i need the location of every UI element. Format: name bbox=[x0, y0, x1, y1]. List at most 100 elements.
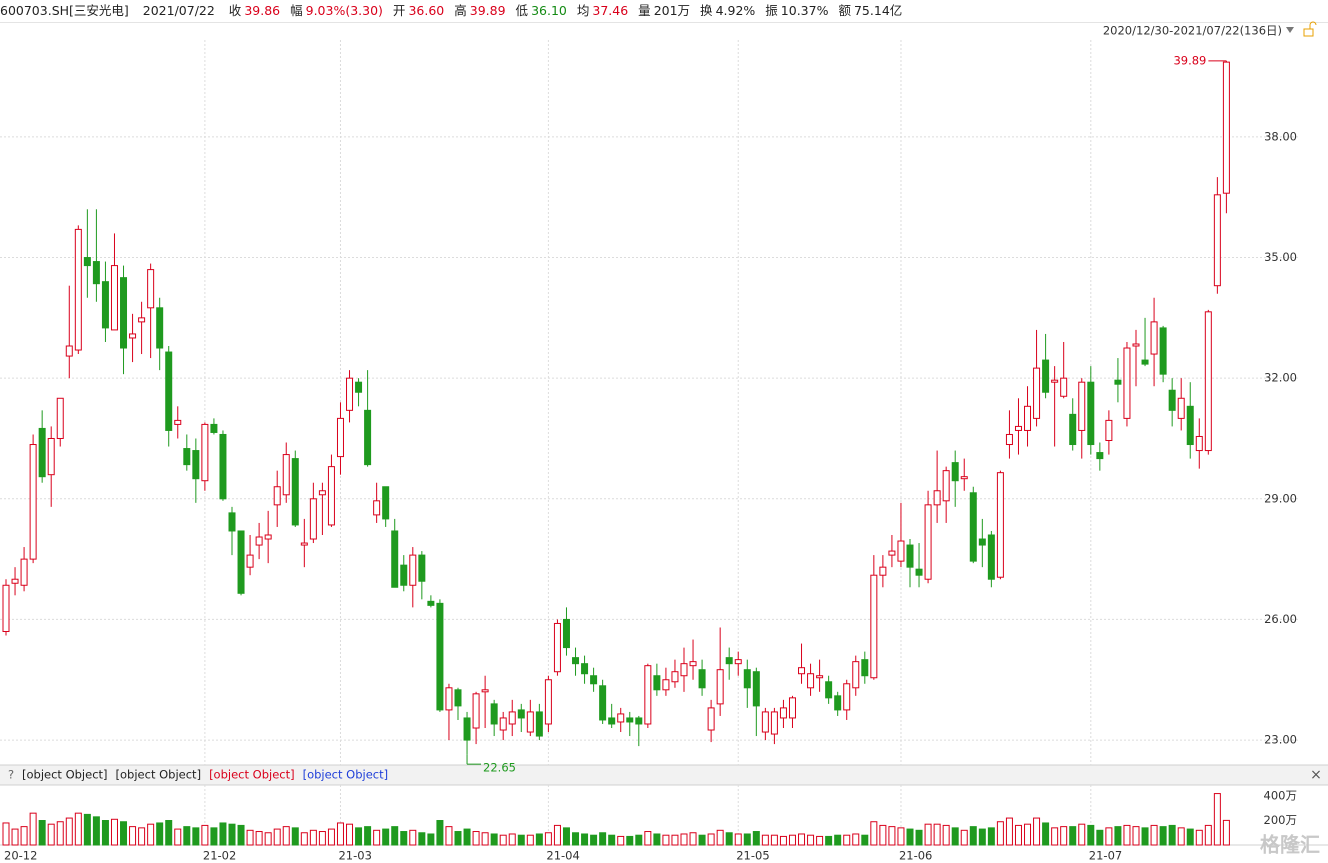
volume-bar bbox=[246, 829, 254, 846]
volume-bar bbox=[445, 826, 453, 846]
volume-bar bbox=[834, 834, 842, 846]
volume-bar bbox=[752, 831, 760, 846]
volume-bar bbox=[671, 834, 679, 846]
candle-body bbox=[644, 665, 652, 725]
candle-body bbox=[318, 490, 326, 496]
volume-header-bar bbox=[0, 765, 1328, 785]
volume-bar bbox=[409, 829, 417, 846]
candle-body bbox=[535, 711, 543, 737]
volume-bar bbox=[336, 822, 344, 846]
candle-body bbox=[445, 687, 453, 711]
volume-bar bbox=[870, 821, 878, 846]
candle-body bbox=[852, 661, 860, 689]
candle-body bbox=[427, 600, 435, 606]
candle-body bbox=[761, 711, 769, 733]
volume-bar bbox=[2, 822, 10, 846]
candle-body bbox=[1096, 452, 1104, 460]
candle-body bbox=[300, 542, 308, 546]
help-icon[interactable]: ? bbox=[8, 768, 14, 782]
volume-bar bbox=[942, 824, 950, 846]
candle-body bbox=[156, 307, 164, 349]
volume-bar bbox=[92, 816, 100, 846]
candle-body bbox=[698, 669, 706, 689]
volume-bar bbox=[38, 820, 46, 846]
volume-bar bbox=[1005, 817, 1013, 846]
candle-body bbox=[1195, 435, 1203, 452]
volume-bar bbox=[327, 828, 335, 846]
volume-bar bbox=[391, 826, 399, 846]
y-tick-label: 32.00 bbox=[1264, 371, 1297, 385]
candle-body bbox=[879, 566, 887, 576]
candle-body bbox=[807, 673, 815, 689]
candle-body bbox=[355, 381, 363, 393]
volume-bar bbox=[1132, 826, 1140, 846]
volume-bar bbox=[1105, 827, 1113, 846]
candle-body bbox=[1204, 311, 1212, 452]
volume-bar bbox=[1051, 827, 1059, 846]
volume-bar bbox=[635, 834, 643, 846]
volume-bar bbox=[1177, 827, 1185, 846]
y-tick-label: 35.00 bbox=[1264, 250, 1297, 264]
volume-bar bbox=[572, 832, 580, 846]
dropdown-icon[interactable] bbox=[1286, 27, 1294, 33]
volume-bar bbox=[1159, 826, 1167, 846]
candle-body bbox=[915, 568, 923, 576]
candle-body bbox=[743, 669, 751, 689]
volume-bar bbox=[553, 824, 561, 846]
candle-body bbox=[834, 695, 842, 711]
candle-body bbox=[20, 558, 28, 586]
volume-bar bbox=[318, 831, 326, 846]
volume-tick-label: 400万 bbox=[1264, 789, 1297, 803]
volume-bar bbox=[156, 822, 164, 846]
volume-bar bbox=[626, 835, 634, 846]
candle-body bbox=[138, 317, 146, 323]
volume-bar bbox=[1033, 817, 1041, 846]
candle-body bbox=[1014, 425, 1022, 431]
candle-body bbox=[165, 351, 173, 431]
candle-body bbox=[472, 693, 480, 729]
candle-body bbox=[11, 578, 19, 584]
quote-value: 39.86 bbox=[244, 3, 281, 18]
candle-body bbox=[1123, 347, 1131, 419]
lock-icon[interactable] bbox=[1303, 28, 1314, 37]
volume-bar bbox=[825, 835, 833, 846]
volume-bar bbox=[1186, 828, 1194, 846]
volume-bar bbox=[364, 826, 372, 846]
candle-body bbox=[282, 454, 290, 496]
candle-body bbox=[120, 277, 128, 349]
quote-label: 幅 bbox=[290, 3, 303, 18]
y-tick-label: 26.00 bbox=[1264, 612, 1297, 626]
volume-bar bbox=[725, 832, 733, 846]
quote-label: 开 bbox=[392, 3, 406, 18]
quote-value: 9.03%(3.30) bbox=[305, 3, 383, 18]
volume-bar bbox=[138, 827, 146, 846]
candle-body bbox=[996, 472, 1004, 578]
candle-body bbox=[689, 661, 697, 667]
candle-body bbox=[969, 492, 977, 562]
volume-bar bbox=[183, 826, 191, 846]
volume-bar bbox=[499, 834, 507, 846]
volume-bar bbox=[788, 834, 796, 846]
candle-body bbox=[436, 602, 444, 711]
volume-bar bbox=[65, 817, 73, 846]
range-label[interactable]: 2020/12/30-2021/07/22(136日) bbox=[1103, 24, 1282, 38]
volume-bar bbox=[816, 835, 824, 846]
candle-body bbox=[843, 683, 851, 711]
candle-body bbox=[1069, 413, 1077, 446]
candle-body bbox=[309, 498, 317, 540]
volume-bar bbox=[852, 833, 860, 846]
close-icon[interactable]: × bbox=[1310, 767, 1322, 783]
volume-bar bbox=[427, 833, 435, 846]
volume-bar bbox=[535, 833, 543, 846]
volume-bar bbox=[590, 834, 598, 846]
candle-body bbox=[517, 709, 525, 719]
volume-bar bbox=[300, 832, 308, 846]
max-label: 39.89 bbox=[1173, 53, 1206, 67]
volume-bar bbox=[237, 824, 245, 846]
candle-body bbox=[246, 554, 254, 568]
candle-body bbox=[1042, 359, 1050, 393]
quote-value: 36.60 bbox=[408, 3, 445, 18]
candle-body bbox=[336, 417, 344, 458]
volume-bar bbox=[888, 826, 896, 846]
lock-icon[interactable] bbox=[1309, 21, 1317, 29]
